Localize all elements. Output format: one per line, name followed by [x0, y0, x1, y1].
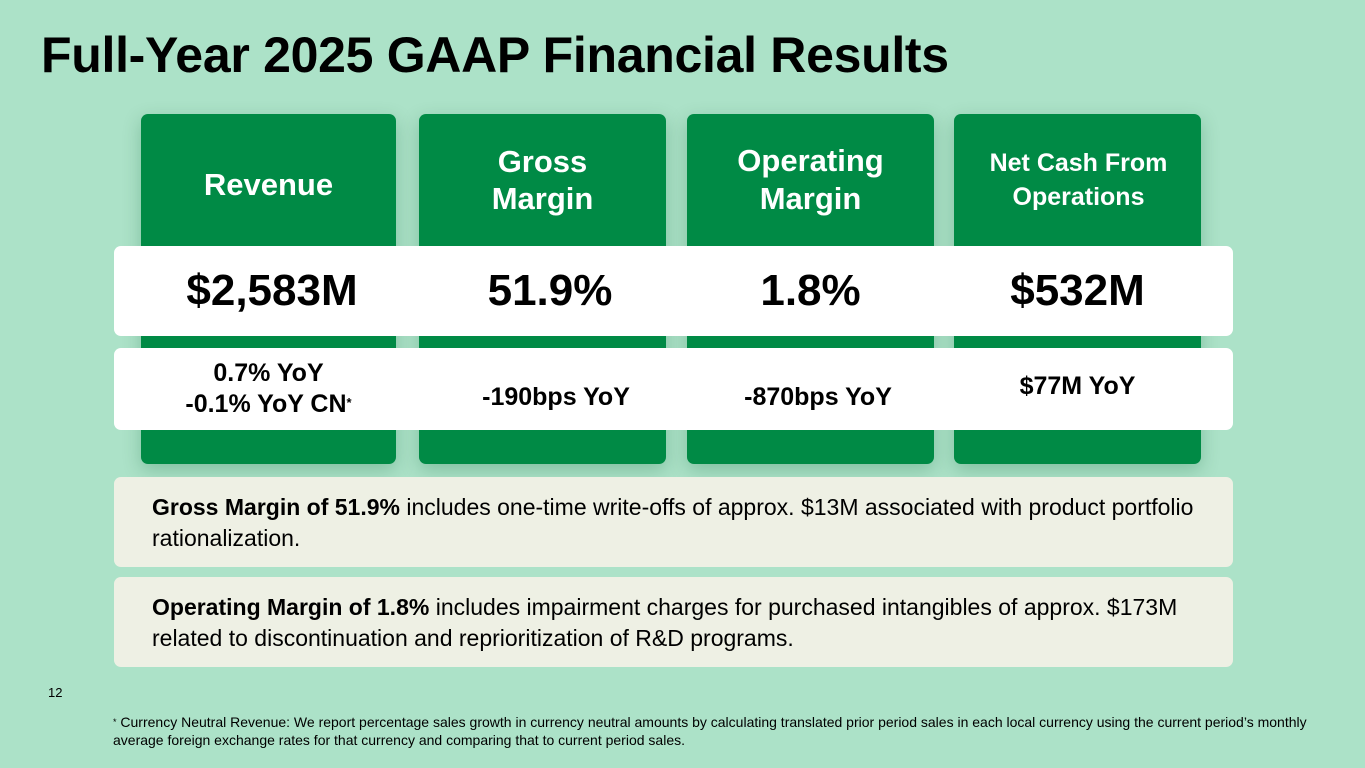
card-heading-line: Operations: [1012, 183, 1145, 211]
note-emphasis: Gross Margin of 51.9%: [152, 494, 400, 520]
value-band: [114, 246, 1233, 336]
card-heading: Revenue: [141, 114, 396, 250]
operating-margin-value: 1.8%: [760, 266, 861, 315]
note-text: includes one-time write-offs of approx. …: [152, 494, 1194, 551]
card-heading-line: Margin: [759, 181, 862, 216]
revenue-yoy-cn-line: -0.1% YoY CN*: [185, 390, 352, 418]
footnote-text: Currency Neutral Revenue: We report perc…: [113, 714, 1307, 748]
card-heading-line: Gross: [497, 144, 588, 179]
operating-margin-yoy-line: -870bps YoY: [744, 382, 892, 411]
gross-margin-yoy-line: -190bps YoY: [482, 382, 630, 411]
card-heading-line: Margin: [491, 181, 594, 216]
card-heading: Net Cash From Operations: [954, 114, 1201, 272]
card-heading-line: Operating: [737, 143, 884, 178]
net-cash-yoy: $77M YoY: [954, 348, 1201, 430]
net-cash-value: $532M: [1010, 266, 1145, 315]
revenue-value: $2,583M: [186, 266, 358, 315]
card-heading-line: Revenue: [203, 166, 334, 202]
card-heading-line: Net Cash From: [989, 149, 1168, 177]
operating-margin-yoy: -870bps YoY: [687, 348, 949, 430]
operating-margin-note: Operating Margin of 1.8% includes impair…: [114, 577, 1233, 667]
footnote-marker: *: [113, 717, 117, 727]
note-text: includes impairment charges for purchase…: [152, 594, 1178, 651]
yoy-band: [114, 348, 1233, 430]
page-title: Full-Year 2025 GAAP Financial Results: [41, 27, 949, 83]
revenue-yoy: 0.7% YoY -0.1% YoY CN*: [141, 348, 396, 430]
note-emphasis: Operating Margin of 1.8%: [152, 594, 430, 620]
card-heading: Gross Margin: [419, 114, 666, 252]
footnote-marker: *: [346, 395, 352, 410]
revenue-yoy-line: 0.7% YoY: [213, 359, 324, 387]
card-heading: Operating Margin: [687, 114, 934, 254]
net-cash-yoy-line: $77M YoY: [1019, 371, 1136, 400]
gross-margin-value: 51.9%: [487, 266, 613, 315]
gross-margin-note: Gross Margin of 51.9% includes one-time …: [114, 477, 1233, 567]
gross-margin-yoy: -190bps YoY: [425, 348, 687, 430]
page-number: 12: [48, 685, 63, 700]
footnote: * Currency Neutral Revenue: We report pe…: [113, 713, 1313, 749]
